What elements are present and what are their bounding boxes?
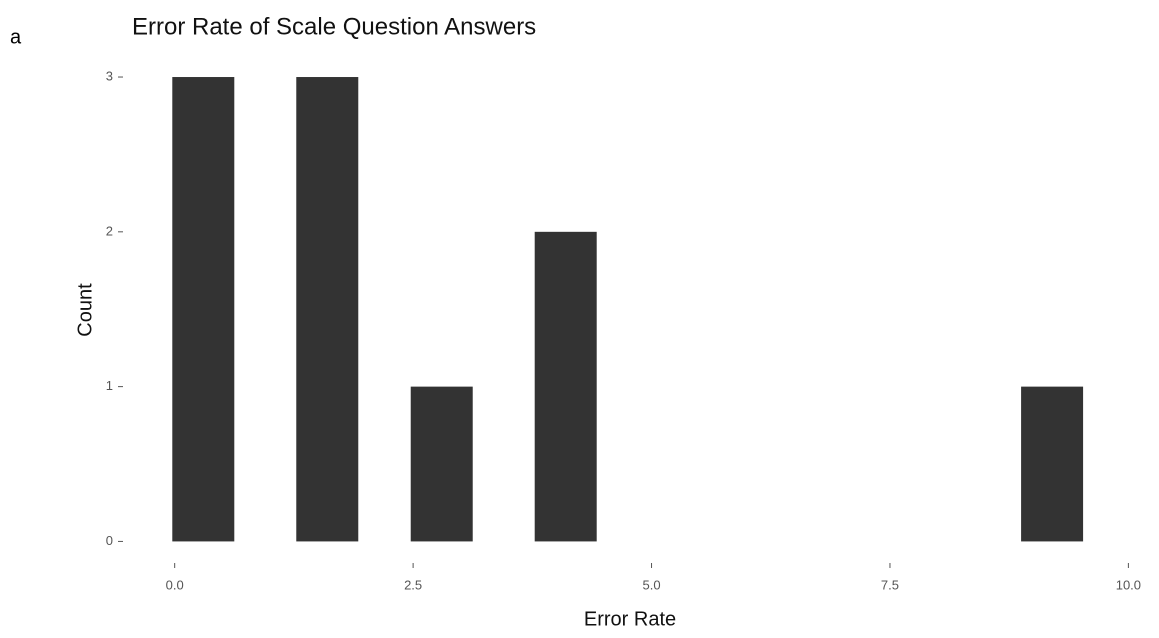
bar <box>296 77 359 542</box>
bar <box>172 77 235 542</box>
chart-title: Error Rate of Scale Question Answers <box>132 13 536 40</box>
y-axis-label: Count <box>74 283 96 337</box>
x-tick-label: 5.0 <box>642 577 660 592</box>
bar <box>1021 386 1084 542</box>
x-tick-label: 10.0 <box>1116 577 1141 592</box>
bar <box>534 231 597 542</box>
x-axis-label: Error Rate <box>584 608 676 630</box>
x-tick-label: 2.5 <box>404 577 422 592</box>
y-tick-label: 2 <box>106 223 113 238</box>
x-tick-label: 7.5 <box>881 577 899 592</box>
y-tick-label: 3 <box>106 68 113 83</box>
y-tick-label: 1 <box>106 378 113 393</box>
panel-label: a <box>10 26 22 48</box>
x-tick-label: 0.0 <box>166 577 184 592</box>
y-tick-label: 0 <box>106 533 113 548</box>
bar <box>410 386 473 542</box>
